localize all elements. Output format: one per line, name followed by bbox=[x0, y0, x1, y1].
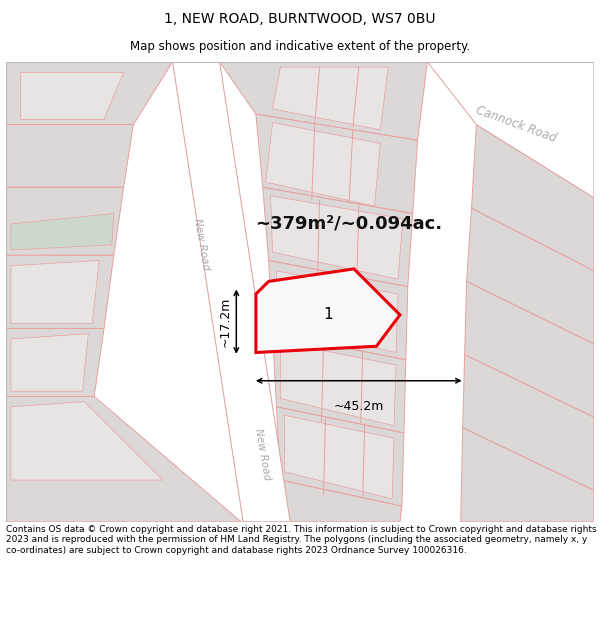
Polygon shape bbox=[277, 407, 404, 506]
Polygon shape bbox=[173, 62, 290, 522]
Polygon shape bbox=[271, 196, 403, 279]
Polygon shape bbox=[464, 281, 594, 418]
Polygon shape bbox=[280, 480, 402, 522]
Polygon shape bbox=[6, 124, 133, 188]
Polygon shape bbox=[11, 334, 88, 391]
Text: ~17.2m: ~17.2m bbox=[218, 296, 232, 347]
Text: Map shows position and indicative extent of the property.: Map shows position and indicative extent… bbox=[130, 40, 470, 53]
Text: ~379m²/~0.094ac.: ~379m²/~0.094ac. bbox=[256, 215, 443, 233]
Polygon shape bbox=[461, 428, 594, 522]
Text: New Road: New Road bbox=[253, 428, 272, 481]
Text: Cannock Road: Cannock Road bbox=[473, 104, 558, 145]
Text: New Road: New Road bbox=[193, 218, 211, 271]
Polygon shape bbox=[6, 255, 114, 329]
Polygon shape bbox=[21, 72, 124, 119]
Polygon shape bbox=[263, 188, 413, 287]
Polygon shape bbox=[472, 124, 594, 271]
Text: 1, NEW ROAD, BURNTWOOD, WS7 0BU: 1, NEW ROAD, BURNTWOOD, WS7 0BU bbox=[164, 12, 436, 26]
Polygon shape bbox=[220, 62, 427, 140]
Polygon shape bbox=[467, 208, 594, 344]
Polygon shape bbox=[6, 329, 104, 396]
Polygon shape bbox=[6, 396, 241, 522]
Polygon shape bbox=[266, 122, 380, 206]
Polygon shape bbox=[284, 415, 394, 499]
Polygon shape bbox=[280, 342, 396, 426]
Polygon shape bbox=[272, 334, 406, 433]
Polygon shape bbox=[256, 114, 418, 214]
Polygon shape bbox=[269, 261, 408, 360]
Polygon shape bbox=[256, 269, 400, 352]
Polygon shape bbox=[427, 62, 594, 198]
Polygon shape bbox=[463, 354, 594, 491]
Polygon shape bbox=[277, 271, 398, 352]
Text: ~45.2m: ~45.2m bbox=[334, 399, 384, 412]
Polygon shape bbox=[11, 261, 99, 323]
Polygon shape bbox=[11, 402, 163, 480]
Text: Contains OS data © Crown copyright and database right 2021. This information is : Contains OS data © Crown copyright and d… bbox=[6, 525, 596, 555]
Polygon shape bbox=[6, 188, 124, 255]
Text: 1: 1 bbox=[323, 308, 333, 322]
Polygon shape bbox=[272, 67, 388, 130]
Polygon shape bbox=[6, 62, 173, 124]
Polygon shape bbox=[11, 214, 114, 250]
